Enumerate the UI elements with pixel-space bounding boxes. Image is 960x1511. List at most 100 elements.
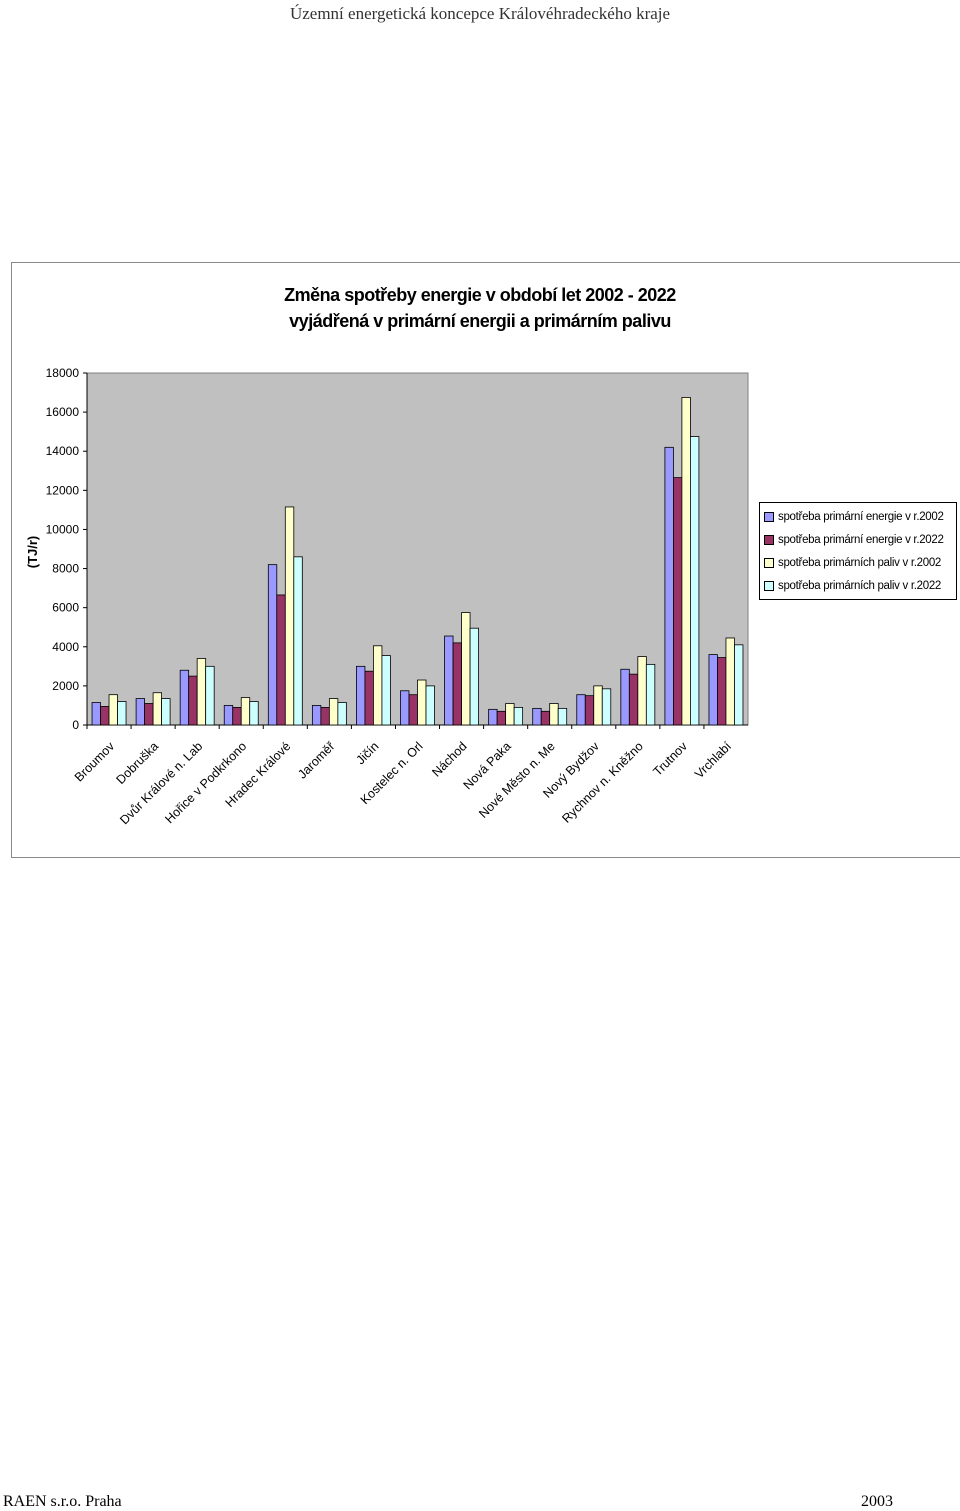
bar [417,679,427,726]
bar [205,665,215,726]
bar [364,670,374,726]
x-tick-label: Trutnov [650,739,690,779]
bar [725,637,735,726]
bar [461,612,471,726]
bar [328,698,339,726]
bar [337,702,347,726]
bar [284,506,295,726]
bar [557,707,568,726]
chart-legend: spotřeba primární energie v r.2002 spotř… [759,502,957,600]
bar [505,703,515,726]
footer-year: 2003 [861,1493,893,1510]
bar [717,657,727,726]
legend-item-primary-fuels-2022: spotřeba primárních paliv v r.2022 [764,580,941,594]
bar [161,698,171,726]
bar [540,710,551,726]
y-tick-label: 2000 [52,679,79,693]
bar [91,702,101,726]
y-tick-label: 8000 [52,562,79,576]
bar [408,694,418,726]
bar [593,685,603,726]
bar [223,705,234,726]
bar [276,594,286,726]
bar [100,706,110,726]
bar [576,694,586,726]
y-tick-label: 14000 [46,444,80,458]
chart-title-line-2: vyjádřená v primární energii a primárním… [289,311,671,331]
bar [673,477,683,726]
bar [549,703,559,726]
x-tick-label: Náchod [429,739,469,779]
bar [645,663,656,726]
bar [320,707,330,726]
bar [311,705,322,726]
chart-title-line-1: Změna spotřeby energie v období let 2002… [284,285,676,305]
legend-item-primary-fuels-2002: spotřeba primárních paliv v r.2002 [764,557,941,571]
bar [496,710,507,726]
legend-item-primary-energy-2022: spotřeba primární energie v r.2022 [764,534,944,548]
bar [601,688,612,726]
y-tick-label: 10000 [46,522,80,536]
bar [708,654,718,726]
bar [240,697,251,726]
bar [664,446,674,726]
bar [152,692,163,726]
bar [452,642,462,726]
bar [232,707,242,726]
y-tick-label: 4000 [52,640,79,654]
bar [381,655,391,726]
bar [108,694,118,726]
y-tick-label: 16000 [46,405,80,419]
x-tick-label: Hořice v Podkrkono [162,739,249,826]
y-tick-label: 18000 [46,366,80,380]
bar [293,556,303,726]
bar [620,668,630,726]
bar [628,673,639,726]
bar [425,685,435,726]
bar [681,397,691,726]
bar [356,665,366,726]
bar [584,695,595,726]
bar [469,627,479,726]
bar [734,644,744,726]
bar [690,436,700,726]
x-tick-label: Rychnov n. Kněžno [559,739,646,826]
x-tick-label: Dvůr Králové n. Lab [117,739,205,827]
bar [249,701,259,726]
bar [513,707,524,726]
legend-label-4: spotřeba primárních paliv v r.2022 [778,580,942,592]
legend-label-1: spotřeba primární energie v r.2002 [778,511,944,523]
bar [532,707,542,726]
footer-company: RAEN s.r.o. Praha [3,1493,122,1510]
legend-swatch-1 [764,511,774,522]
legend-item-primary-energy-2002: spotřeba primární energie v r.2002 [764,511,944,525]
x-tick-label: Nové Město n. Me [476,739,558,821]
y-tick-label: 0 [72,718,79,732]
bar [373,645,383,726]
x-tick-label: Jaroměř [295,739,338,782]
bar [444,635,454,726]
bar [400,690,410,726]
bar [144,703,154,726]
x-tick-label: Broumov [72,739,118,785]
legend-swatch-2 [764,534,774,545]
bar [117,701,127,726]
legend-label-2: spotřeba primární energie v r.2022 [778,534,944,546]
y-tick-label: 6000 [52,601,79,615]
bar [179,669,190,726]
y-axis-label: (TJ/r) [25,536,40,569]
bar [267,564,278,726]
bar [188,675,198,726]
bar [637,656,647,726]
legend-swatch-3 [764,557,774,568]
y-tick-label: 12000 [46,483,80,497]
x-tick-label: Vrchlabí [692,739,734,781]
x-tick-label: Jičín [353,739,381,767]
bar [488,708,498,726]
document-header: Územní energetická koncepce Královéhrade… [289,4,671,23]
bar [196,658,207,726]
legend-label-3: spotřeba primárních paliv v r.2002 [778,557,942,569]
bar [135,698,146,726]
legend-swatch-4 [764,580,774,591]
